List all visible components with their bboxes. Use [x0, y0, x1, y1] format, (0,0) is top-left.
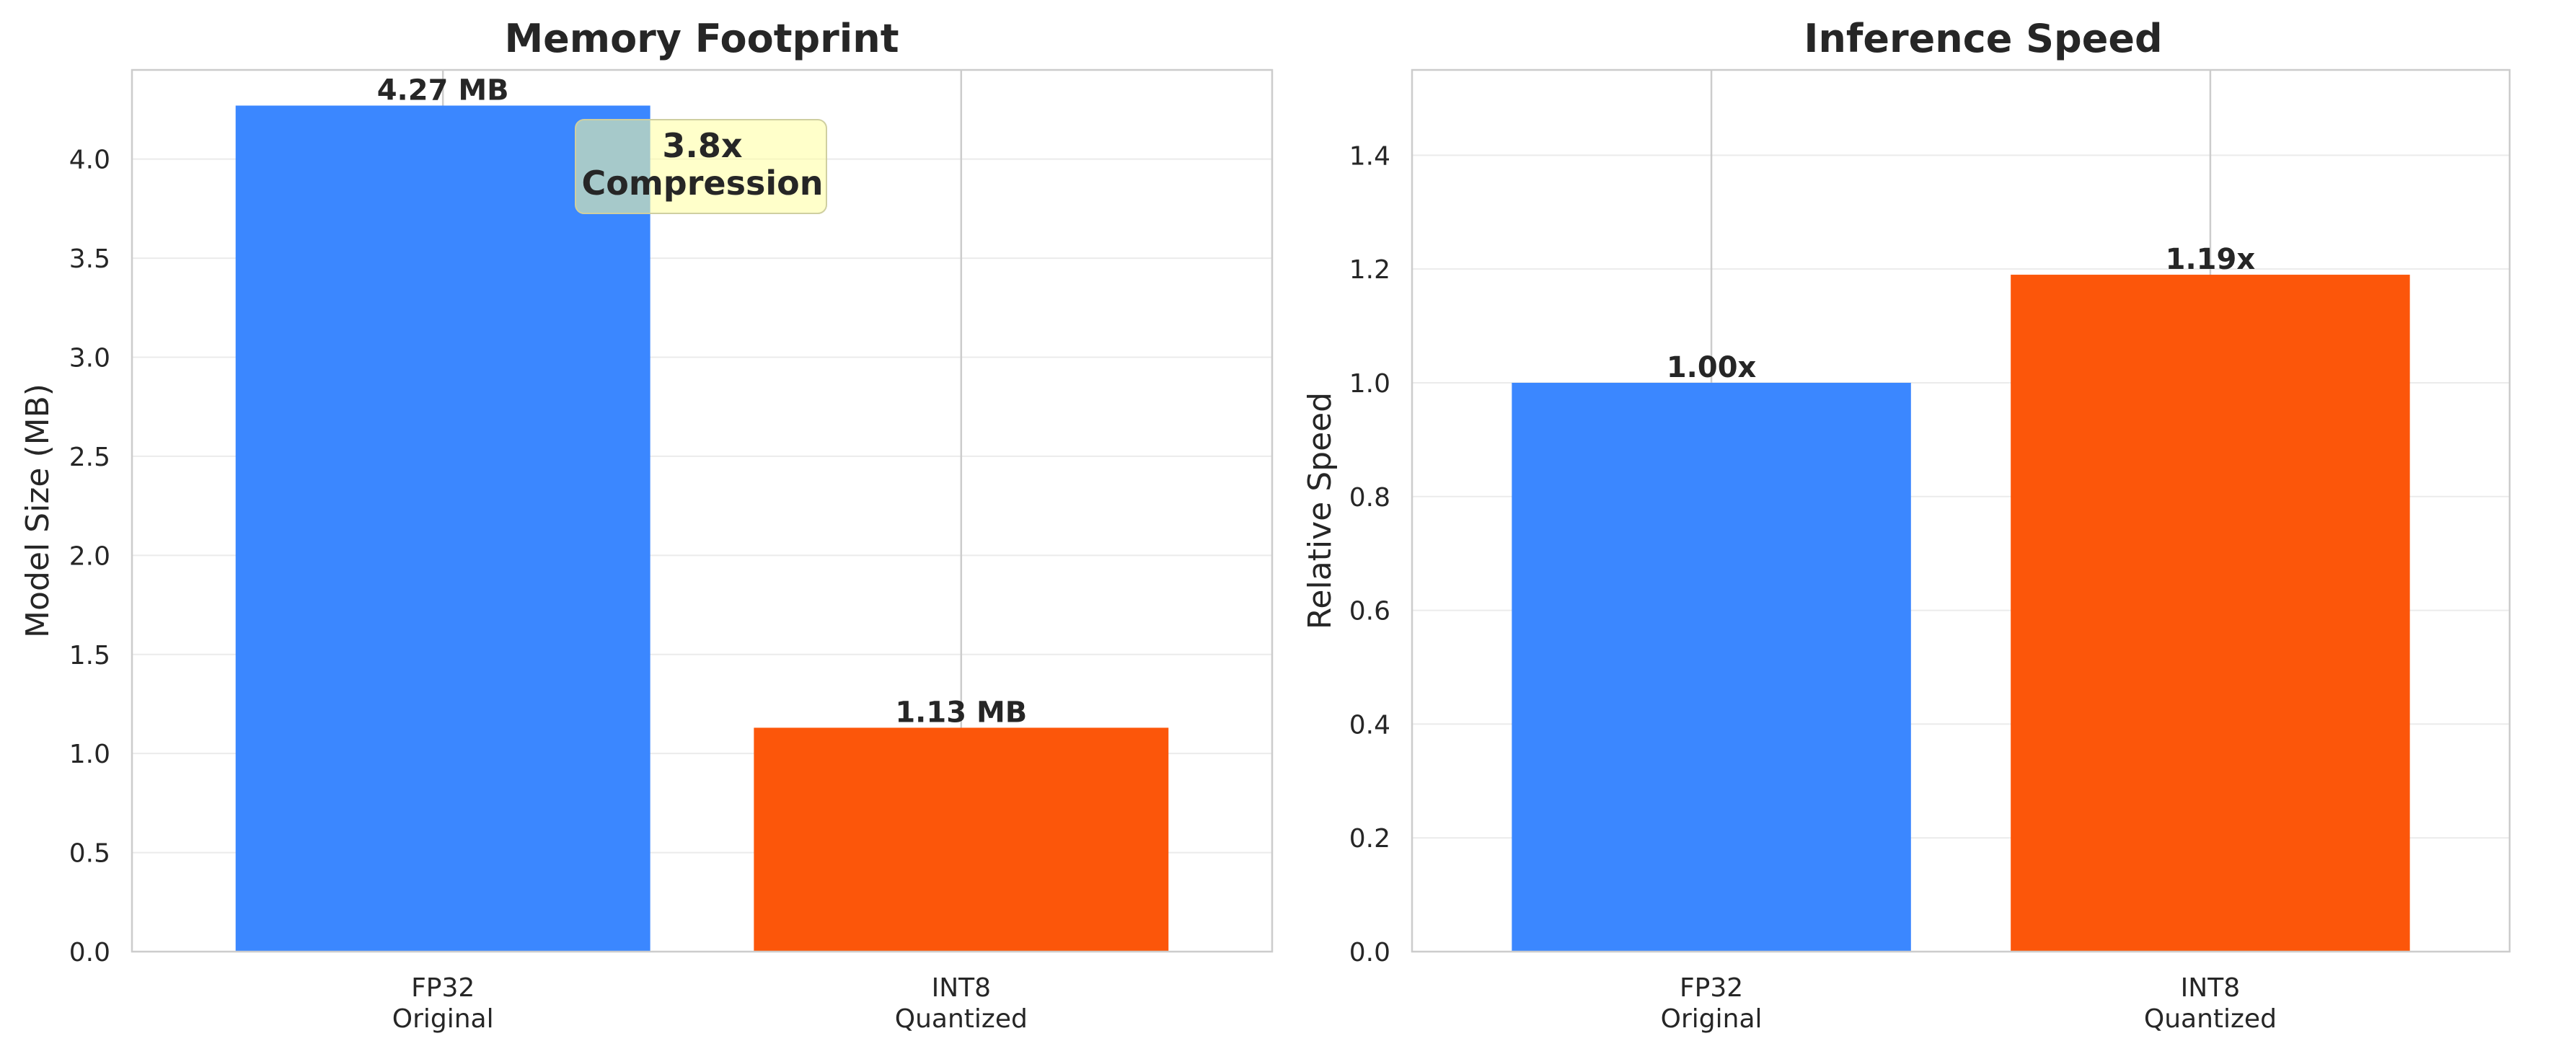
compression-annotation-text: 3.8x: [662, 126, 742, 165]
y-tick-label: 2.0: [69, 541, 110, 571]
bar-value-label: 1.13 MB: [895, 696, 1027, 729]
y-tick-label: 1.5: [69, 641, 110, 670]
x-tick-label: Quantized: [895, 1004, 1028, 1034]
x-tick-label: INT8: [932, 973, 991, 1003]
x-tick-label: Original: [1661, 1004, 1763, 1034]
y-tick-label: 0.5: [69, 839, 110, 869]
x-tick-label: Original: [392, 1004, 494, 1034]
y-axis-label: Model Size (MB): [19, 384, 56, 638]
y-tick-label: 0.6: [1349, 597, 1390, 626]
x-tick-label: INT8: [2181, 973, 2240, 1003]
y-tick-label: 0.8: [1349, 483, 1390, 513]
y-tick-label: 1.2: [1349, 255, 1390, 285]
x-tick-label: Quantized: [2144, 1004, 2277, 1034]
y-tick-label: 0.2: [1349, 824, 1390, 854]
bar-int8: [2011, 275, 2410, 952]
y-tick-label: 0.0: [69, 938, 110, 967]
y-axis-label: Relative Speed: [1302, 392, 1338, 629]
chart-title: Memory Footprint: [504, 16, 899, 61]
bar-value-label: 1.00x: [1667, 351, 1757, 384]
y-tick-label: 3.5: [69, 244, 110, 274]
compression-annotation-text: Compression: [582, 164, 824, 203]
bar-fp32: [235, 105, 650, 952]
chart-title: Inference Speed: [1804, 16, 2162, 61]
bar-fp32: [1512, 382, 1911, 952]
x-tick-label: FP32: [1680, 973, 1743, 1003]
x-tick-label: FP32: [411, 973, 475, 1003]
compression-annotation-box: [575, 119, 827, 214]
y-tick-label: 0.0: [1349, 938, 1390, 967]
bar-value-label: 4.27 MB: [377, 74, 509, 107]
y-tick-label: 3.0: [69, 344, 110, 373]
axes-frame: [131, 68, 1274, 953]
y-tick-label: 1.0: [69, 740, 110, 769]
y-tick-label: 4.0: [69, 146, 110, 175]
y-tick-label: 1.0: [1349, 369, 1390, 399]
bar-value-label: 1.19x: [2166, 243, 2256, 276]
bar-int8: [754, 727, 1169, 952]
axes-frame: [1411, 68, 2511, 953]
y-tick-label: 2.5: [69, 443, 110, 472]
y-tick-label: 0.4: [1349, 710, 1390, 740]
y-tick-label: 1.4: [1349, 141, 1390, 171]
